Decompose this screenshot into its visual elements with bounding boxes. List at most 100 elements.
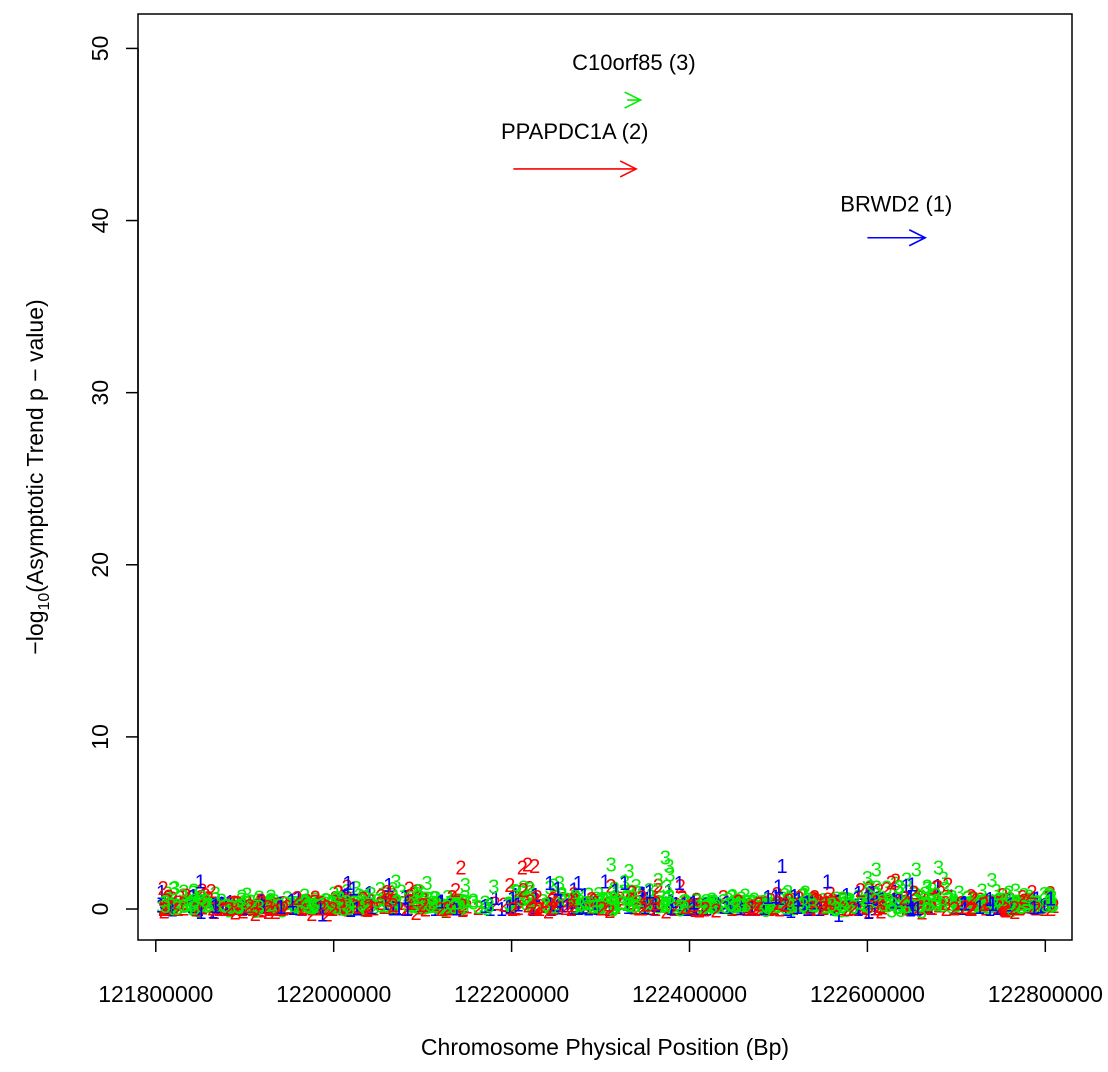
data-point-series-2: 2 [214,896,225,918]
data-point-series-3: 3 [915,897,926,919]
data-point-series-3: 3 [756,896,767,918]
data-point-series-2: 2 [197,898,208,920]
data-point-series-3: 3 [595,897,606,919]
data-point-series-2: 2 [507,899,518,921]
x-axis: 121800000 122000000 122200000 122400000 1226… [98,939,1103,1007]
data-point-series-1: 1 [1006,895,1017,917]
data-point-series-2: 2 [544,894,555,916]
data-point-series-3: 3 [265,897,276,919]
data-point-series-1: 1 [510,885,521,907]
data-point-series-3: 3 [581,897,592,919]
data-point-series-1: 1 [926,898,937,920]
data-point-series-2: 2 [611,893,622,915]
data-point-series-3: 3 [623,861,634,883]
data-point-series-2: 2 [498,894,509,916]
data-point-series-3: 3 [313,892,324,914]
data-point-series-3: 3 [625,894,636,916]
data-point-series-2: 2 [349,892,360,914]
data-point-series-1: 1 [906,894,917,916]
data-point-series-2: 2 [1030,899,1041,921]
data-point-series-2: 2 [305,896,316,918]
data-point-series-2: 2 [863,878,874,900]
data-point-series-3: 3 [419,889,430,911]
data-point-series-3: 3 [831,892,842,914]
data-point-series-1: 1 [552,878,563,900]
data-point-series-3: 3 [396,881,407,903]
data-point-series-2: 2 [256,901,267,923]
data-point-series-3: 3 [359,893,370,915]
data-point-series-2: 2 [893,896,904,918]
data-point-series-3: 3 [954,883,965,905]
data-point-series-1: 1 [429,899,440,921]
data-point-series-3: 3 [188,895,199,917]
data-point-series-2: 2 [311,899,322,921]
data-point-series-3: 3 [386,896,397,918]
data-point-series-2: 2 [167,897,178,919]
data-point-series-2: 2 [312,899,323,921]
data-point-series-3: 3 [968,893,979,915]
data-point-series-1: 1 [905,898,916,920]
data-point-series-3: 3 [265,890,276,912]
data-point-series-3: 3 [412,893,423,915]
data-point-series-3: 3 [542,897,553,919]
data-point-series-1: 1 [853,899,864,921]
data-point-series-3: 3 [787,887,798,909]
data-point-series-3: 3 [302,896,313,918]
data-point-series-3: 3 [821,893,832,915]
data-point-series-3: 3 [451,893,462,915]
data-point-series-2: 2 [1009,902,1020,924]
data-point-series-3: 3 [683,897,694,919]
data-point-series-2: 2 [322,898,333,920]
data-point-series-2: 2 [996,897,1007,919]
data-point-series-3: 3 [642,895,653,917]
data-point-series-1: 1 [637,884,648,906]
data-point-series-3: 3 [252,890,263,912]
data-point-series-1: 1 [822,871,833,893]
data-point-series-3: 3 [799,897,810,919]
x-tick-label: 122200000 [454,981,569,1007]
data-point-series-1: 1 [224,892,235,914]
data-point-series-3: 3 [620,894,631,916]
data-point-series-3: 3 [993,891,1004,913]
y-axis: 0 10 20 30 40 50 [87,36,139,915]
data-point-series-3: 3 [625,888,636,910]
data-point-series-2: 2 [579,893,590,915]
data-point-series-2: 2 [406,893,417,915]
data-point-series-2: 2 [447,898,458,920]
data-point-series-3: 3 [827,894,838,916]
data-point-series-2: 2 [418,895,429,917]
data-point-series-3: 3 [192,896,203,918]
data-point-series-2: 2 [1024,896,1035,918]
data-point-series-2: 2 [300,898,311,920]
data-point-series-3: 3 [882,890,893,912]
data-point-series-1: 1 [866,893,877,915]
data-point-series-2: 2 [733,892,744,914]
data-point-series-3: 3 [1005,894,1016,916]
data-point-series-3: 3 [818,890,829,912]
data-point-series-3: 3 [1006,894,1017,916]
data-point-series-1: 1 [562,895,573,917]
data-point-series-1: 1 [600,872,611,894]
data-point-series-2: 2 [345,892,356,914]
data-point-series-2: 2 [459,895,470,917]
data-point-series-3: 3 [556,885,567,907]
data-point-series-2: 2 [249,898,260,920]
data-point-series-3: 3 [420,897,431,919]
data-point-series-1: 1 [573,873,584,895]
data-point-series-1: 1 [402,899,413,921]
data-point-series-3: 3 [348,895,359,917]
data-point-series-3: 3 [994,890,1005,912]
data-point-series-3: 3 [700,893,711,915]
data-point-series-2: 2 [700,899,711,921]
data-point-series-3: 3 [753,893,764,915]
data-point-series-2: 2 [744,895,755,917]
data-point-series-2: 2 [710,901,721,923]
data-point-series-3: 3 [729,897,740,919]
data-point-series-3: 3 [333,897,344,919]
data-point-series-3: 3 [271,897,282,919]
data-point-series-3: 3 [894,877,905,899]
data-point-series-1: 1 [415,895,426,917]
data-point-series-3: 3 [900,897,911,919]
data-point-series-3: 3 [608,894,619,916]
data-point-series-3: 3 [913,895,924,917]
